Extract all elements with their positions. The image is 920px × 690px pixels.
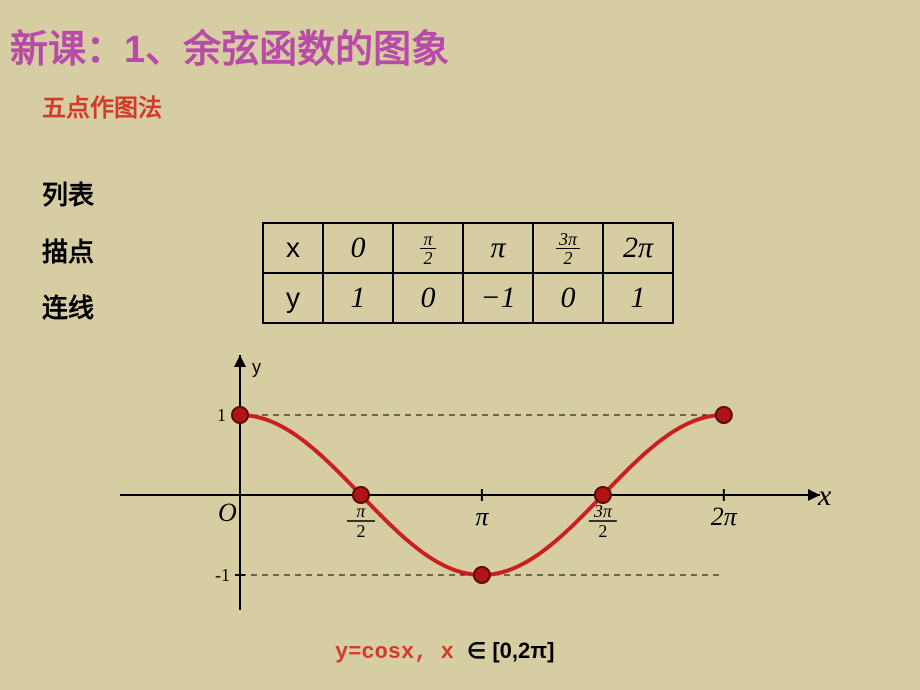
svg-text:π: π [475,502,489,531]
value-table: x 0 π2 π 3π2 2π y 1 0 −1 0 1 [262,222,674,324]
y-cell-1: 0 [393,273,463,323]
svg-text:2: 2 [598,521,607,541]
equation-mid: ∈ [467,638,486,663]
svg-text:1: 1 [217,405,226,425]
method-subtitle: 五点作图法 [42,88,162,123]
svg-text:x: x [817,479,832,512]
step-2: 描点 [42,232,94,269]
step-3: 连线 [42,288,94,325]
svg-text:π: π [356,501,366,521]
equation-lhs: y=cosx, x [335,640,467,665]
cosine-chart: 1-1yxOπ2π3π22π [100,345,840,635]
table-row-y: y 1 0 −1 0 1 [263,273,673,323]
svg-text:O: O [218,498,237,527]
svg-text:2π: 2π [711,502,738,531]
svg-text:y: y [252,357,261,377]
y-cell-2: −1 [463,273,533,323]
x-cell-0: 0 [323,223,393,273]
x-cell-3: 3π2 [533,223,603,273]
y-cell-0: 1 [323,273,393,323]
y-cell-4: 1 [603,273,673,323]
equation-rhs: [0,2π] [486,638,554,663]
x-cell-2: π [463,223,533,273]
x-header: x [263,223,323,273]
svg-text:3π: 3π [593,501,613,521]
svg-text:2: 2 [356,521,365,541]
y-cell-3: 0 [533,273,603,323]
step-1: 列表 [42,175,94,212]
table-row-x: x 0 π2 π 3π2 2π [263,223,673,273]
x-cell-4: 2π [603,223,673,273]
page-title: 新课：1、余弦函数的图象 [10,18,449,73]
x-cell-1: π2 [393,223,463,273]
svg-text:-1: -1 [215,565,230,585]
y-header: y [263,273,323,323]
equation-label: y=cosx, x ∈ [0,2π] [335,638,554,665]
